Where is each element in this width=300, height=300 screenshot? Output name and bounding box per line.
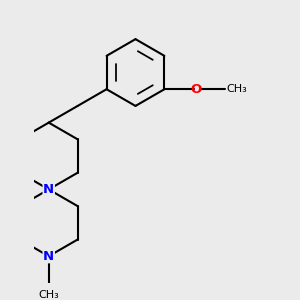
Text: O: O [190, 83, 202, 96]
Text: CH₃: CH₃ [226, 84, 247, 94]
Text: N: N [43, 183, 54, 196]
Text: CH₃: CH₃ [38, 290, 59, 300]
Text: N: N [43, 250, 54, 263]
